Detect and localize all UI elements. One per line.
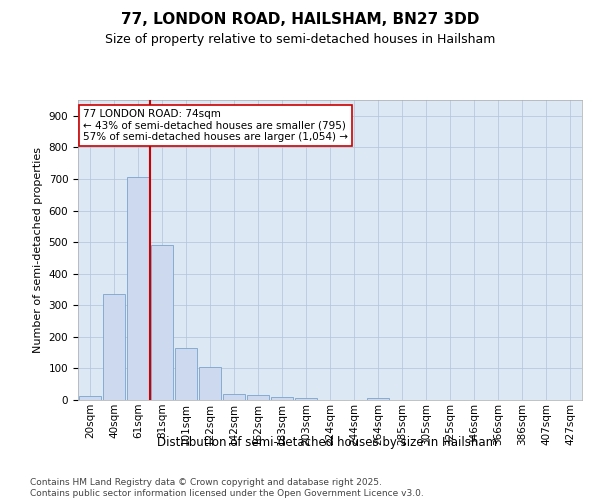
Bar bbox=[79, 396, 101, 400]
Bar bbox=[367, 398, 389, 400]
Bar bbox=[271, 397, 293, 400]
Bar bbox=[295, 398, 317, 400]
Bar bbox=[127, 178, 149, 400]
Text: 77, LONDON ROAD, HAILSHAM, BN27 3DD: 77, LONDON ROAD, HAILSHAM, BN27 3DD bbox=[121, 12, 479, 28]
Bar bbox=[175, 348, 197, 400]
Bar bbox=[247, 396, 269, 400]
Text: 77 LONDON ROAD: 74sqm
← 43% of semi-detached houses are smaller (795)
57% of sem: 77 LONDON ROAD: 74sqm ← 43% of semi-deta… bbox=[83, 109, 348, 142]
Text: Distribution of semi-detached houses by size in Hailsham: Distribution of semi-detached houses by … bbox=[157, 436, 497, 449]
Bar bbox=[223, 394, 245, 400]
Y-axis label: Number of semi-detached properties: Number of semi-detached properties bbox=[33, 147, 43, 353]
Text: Contains HM Land Registry data © Crown copyright and database right 2025.
Contai: Contains HM Land Registry data © Crown c… bbox=[30, 478, 424, 498]
Bar bbox=[199, 367, 221, 400]
Bar bbox=[103, 294, 125, 400]
Bar bbox=[151, 246, 173, 400]
Text: Size of property relative to semi-detached houses in Hailsham: Size of property relative to semi-detach… bbox=[105, 32, 495, 46]
